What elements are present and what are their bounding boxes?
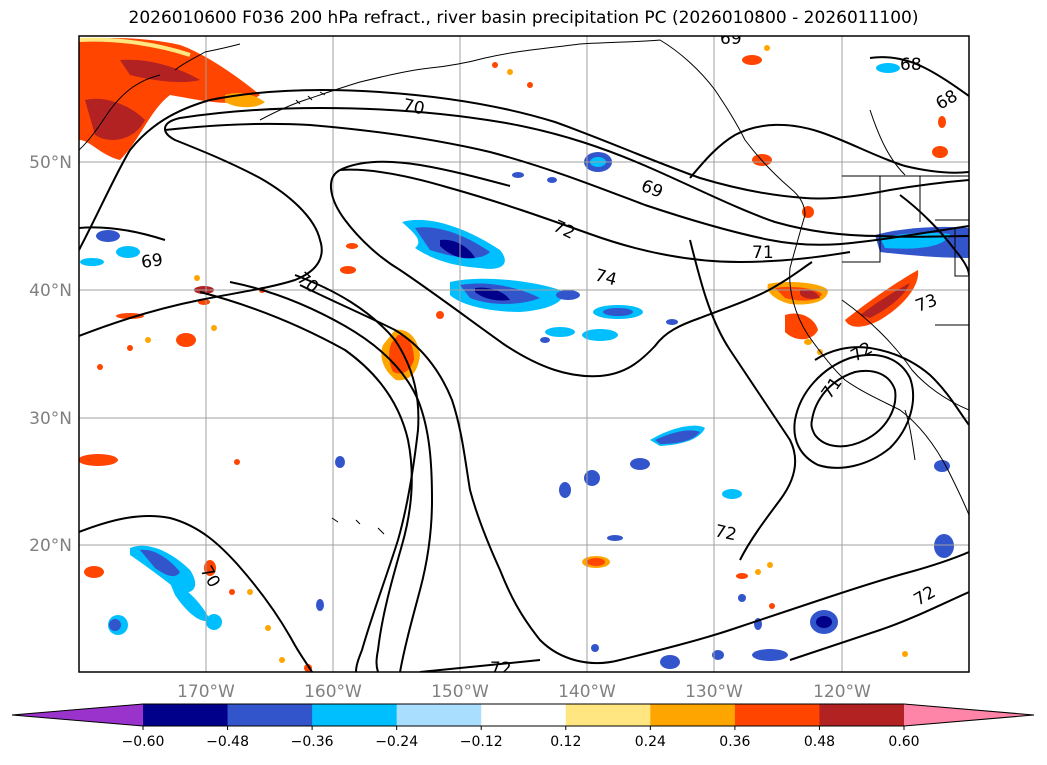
colorbar-tick-label: −0.24: [375, 734, 418, 750]
lon-label-170w: 170°W: [177, 682, 235, 702]
contour-label: 69: [140, 250, 164, 273]
shaded-field: [79, 37, 969, 672]
contour-label: 68: [900, 55, 922, 75]
colorbar-tick-label: 0.60: [888, 734, 919, 750]
colorbar-tick-label: −0.60: [122, 734, 165, 750]
colorbar-segment: [481, 704, 567, 726]
contour-label: 72: [713, 521, 738, 545]
colorbar-extend-min: [12, 704, 143, 726]
colorbar-extend-max: [904, 704, 1034, 726]
lat-label-30n: 30°N: [29, 409, 72, 429]
colorbar-tick-label: 0.48: [804, 734, 835, 750]
contour-label: 71: [752, 243, 774, 263]
lon-label-150w: 150°W: [431, 682, 489, 702]
colorbar-tick-label: −0.36: [291, 734, 334, 750]
lat-label-40n: 40°N: [29, 281, 72, 301]
contour-label: 72: [490, 659, 512, 679]
colorbar-segment: [565, 704, 651, 726]
colorbar-tick-label: −0.12: [460, 734, 503, 750]
colorbar-segment: [143, 704, 229, 726]
lon-label-130w: 130°W: [685, 682, 743, 702]
contour-label: 69: [720, 29, 742, 49]
colorbar-tick-label: 0.24: [635, 734, 666, 750]
colorbar-tick-label: 0.36: [719, 734, 750, 750]
latitude-labels: 50°N 40°N 30°N 20°N: [29, 153, 72, 556]
lon-label-160w: 160°W: [304, 682, 362, 702]
colorbar-tick-label: 0.12: [550, 734, 581, 750]
colorbar-segment: [650, 704, 736, 726]
map-frame: [78, 35, 970, 673]
colorbar: −0.60 −0.48 −0.36 −0.24 −0.12 0.12 0.24 0.36 0.4…: [11, 703, 1035, 750]
colorbar-tick-label: −0.48: [206, 734, 249, 750]
colorbar-segment: [227, 704, 313, 726]
refractivity-contours: [79, 56, 969, 672]
coastlines: [79, 39, 969, 535]
lon-label-120w: 120°W: [813, 682, 871, 702]
lat-label-50n: 50°N: [29, 153, 72, 173]
lat-label-20n: 20°N: [29, 536, 72, 556]
longitude-labels: 170°W 160°W 150°W 140°W 130°W 120°W: [177, 682, 871, 702]
map-title: 2026010600 F036 200 hPa refract., river …: [128, 8, 919, 28]
colorbar-segment: [312, 704, 398, 726]
colorbar-segment: [396, 704, 482, 726]
contour-label: 70: [401, 95, 426, 119]
colorbar-segment: [819, 704, 905, 726]
lon-label-140w: 140°W: [558, 682, 616, 702]
colorbar-segment: [734, 704, 820, 726]
